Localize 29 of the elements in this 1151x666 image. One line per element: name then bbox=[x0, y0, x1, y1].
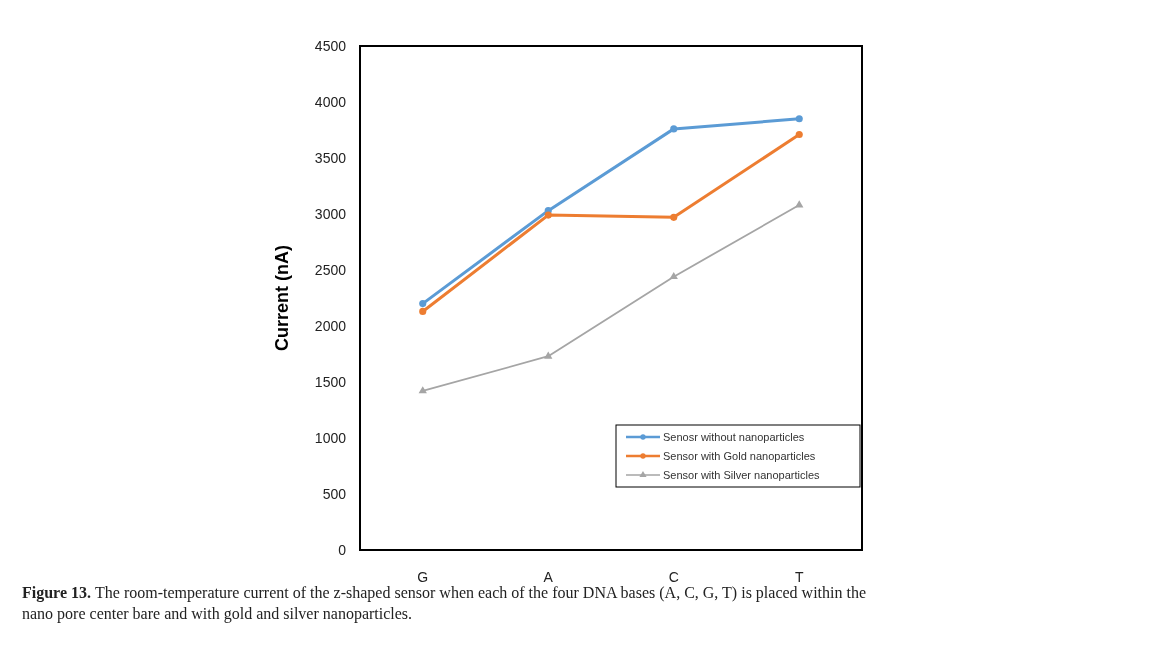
y-tick-label: 4000 bbox=[314, 93, 347, 110]
y-tick-label: 2500 bbox=[314, 261, 347, 278]
y-tick-label: 1000 bbox=[314, 429, 347, 446]
y-axis-title: Current (nA) bbox=[272, 245, 292, 351]
y-tick-label: 3000 bbox=[314, 205, 347, 222]
y-tick-label: 4500 bbox=[314, 37, 347, 54]
point bbox=[795, 115, 803, 123]
point bbox=[669, 271, 678, 280]
x-tick-label: T bbox=[794, 569, 804, 585]
y-tick-label: 3500 bbox=[314, 149, 347, 166]
point bbox=[544, 211, 552, 219]
point bbox=[670, 213, 678, 221]
x-tick-label: G bbox=[417, 569, 429, 585]
point bbox=[544, 351, 553, 359]
point bbox=[419, 307, 427, 315]
legend-label: Senosr without nanoparticles bbox=[663, 430, 805, 443]
point bbox=[670, 125, 678, 133]
y-tick-label: 2000 bbox=[314, 317, 347, 334]
point bbox=[795, 130, 803, 139]
y-tick-label: 1500 bbox=[314, 373, 347, 390]
point bbox=[418, 386, 427, 394]
y-tick-label: 500 bbox=[322, 485, 347, 502]
legend-label: Sensor with Silver nanoparticles bbox=[663, 468, 821, 481]
y-tick-label: 0 bbox=[338, 541, 347, 558]
x-tick-label: C bbox=[668, 569, 679, 585]
caption: Figure 13. The room-temperature current of the z-shaped sensor when each of the four DNA bases (A, C, G, T) is placed within the nano pore center bare and with gold and silver nanoparticles. bbox=[22, 584, 867, 623]
x-tick-label: A bbox=[543, 569, 554, 585]
legend-label: Sensor with Gold nanoparticles bbox=[663, 449, 816, 462]
point bbox=[419, 300, 427, 308]
